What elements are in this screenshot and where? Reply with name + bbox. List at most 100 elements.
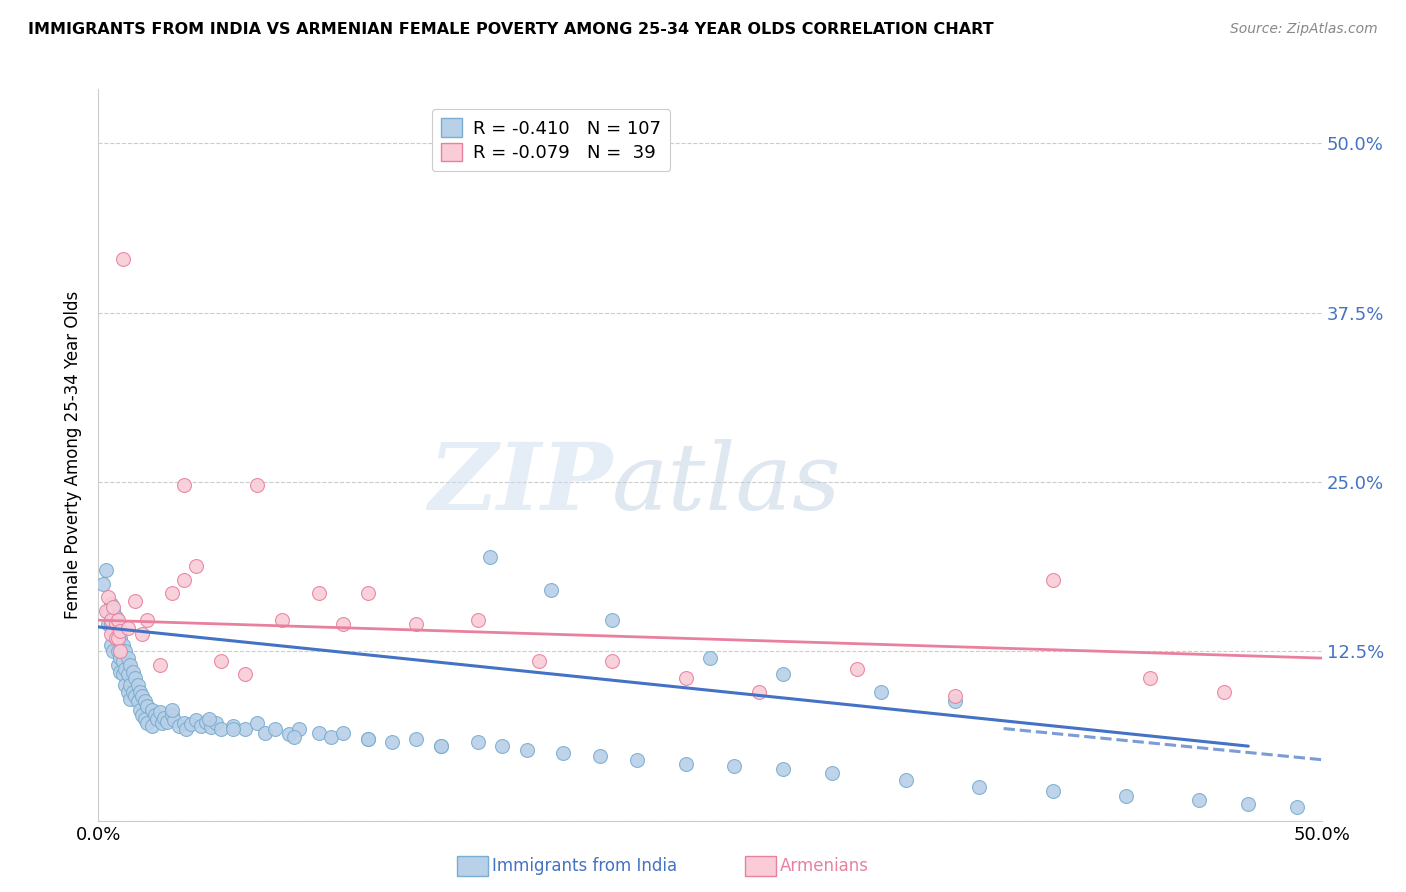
Point [356,586,378,600]
Point [134,694,156,708]
Point [288,722,311,736]
Point [121,685,143,699]
Point [141,719,163,733]
Point [180,717,202,731]
Point [94,563,117,577]
Legend: R = -0.410   N = 107, R = -0.079   N =  39: R = -0.410 N = 107, R = -0.079 N = 39 [432,109,671,171]
Point [173,573,195,587]
Point [136,698,159,713]
Point [332,617,354,632]
Point [186,714,208,728]
Point [381,735,404,749]
Point [131,626,153,640]
Point [894,772,917,787]
Point [356,732,378,747]
Point [127,678,149,692]
Point [107,624,129,638]
Point [111,638,134,652]
Point [143,708,166,723]
Point [553,746,575,760]
Point [117,621,139,635]
Point [117,651,139,665]
Point [124,672,146,686]
Point [173,477,195,491]
Point [540,583,562,598]
Point [101,604,124,618]
Point [675,672,697,686]
Point [246,716,269,731]
Point [153,711,176,725]
Point [100,597,122,611]
Point [114,644,136,658]
Point [124,689,146,703]
Point [308,725,330,739]
Point [131,708,153,723]
Point [163,714,186,728]
Point [356,732,378,747]
Point [943,694,966,708]
Point [107,644,129,658]
Point [1237,797,1260,812]
Point [110,651,132,665]
Point [870,685,893,699]
Point [478,549,501,564]
Point [107,613,129,627]
Point [114,678,136,692]
Point [270,613,294,627]
Y-axis label: Female Poverty Among 25-34 Year Olds: Female Poverty Among 25-34 Year Olds [65,291,83,619]
Point [149,706,172,720]
Point [233,722,256,736]
Point [1115,789,1137,804]
Point [430,739,453,753]
Point [405,732,427,747]
Point [160,586,183,600]
Point [195,714,218,729]
Point [111,252,134,266]
Point [136,613,159,627]
Text: atlas: atlas [612,439,842,529]
Point [527,654,550,668]
Point [97,604,120,618]
Point [120,691,142,706]
Point [600,613,623,627]
Point [114,662,136,676]
Point [467,735,489,749]
Point [107,657,129,672]
Point [491,739,513,753]
Point [167,719,190,733]
Point [1188,793,1211,807]
Point [626,753,648,767]
Text: Armenians: Armenians [780,857,869,875]
Text: IMMIGRANTS FROM INDIA VS ARMENIAN FEMALE POVERTY AMONG 25-34 YEAR OLDS CORRELATI: IMMIGRANTS FROM INDIA VS ARMENIAN FEMALE… [28,22,994,37]
Point [967,780,990,794]
Point [772,762,794,776]
Point [107,631,129,645]
Point [110,665,132,679]
Point [405,617,427,632]
Point [821,766,844,780]
Point [104,631,127,645]
Point [101,624,124,638]
Text: Immigrants from India: Immigrants from India [492,857,678,875]
Point [1042,784,1064,798]
Point [120,657,142,672]
Point [120,678,142,692]
Point [134,712,156,726]
Point [127,694,149,708]
Point [97,617,120,632]
Point [110,631,132,645]
Point [723,759,745,773]
Point [263,722,285,736]
Point [772,667,794,681]
Point [110,644,132,658]
Point [246,477,269,491]
Point [278,727,301,741]
Point [146,712,169,726]
Point [94,604,117,618]
Point [91,576,114,591]
Point [190,719,212,733]
Point [149,657,172,672]
Point [233,667,256,681]
Point [160,708,183,723]
Point [156,714,179,729]
